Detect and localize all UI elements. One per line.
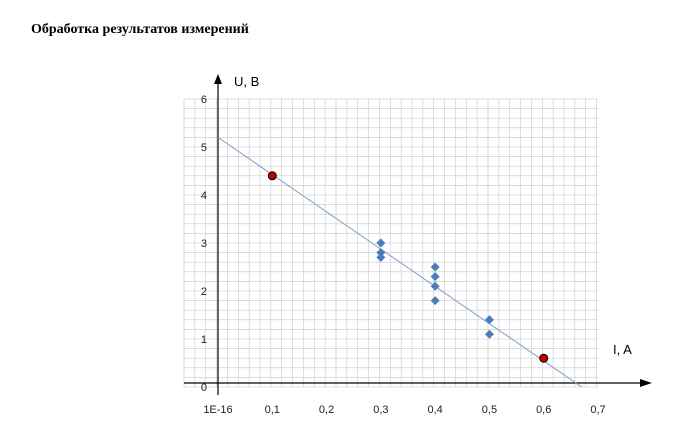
data-point (484, 329, 494, 339)
y-tick-label: 4 (201, 190, 207, 202)
y-tick-label: 0 (201, 382, 207, 394)
trendline-layer (217, 136, 582, 388)
data-point (430, 272, 440, 282)
tick-labels: 0 1 2 3 4 5 6 1E-16 0,1 0,2 0,3 0,4 0,5 0,6 0,7 (201, 94, 606, 416)
x-axis-label: I, A (613, 342, 632, 357)
data-point (430, 262, 440, 272)
x-tick-label: 0,7 (590, 404, 605, 416)
data-point (376, 252, 386, 262)
x-tick-label: 0,4 (427, 404, 442, 416)
y-tick-label: 6 (201, 94, 207, 106)
x-tick-label: 0,3 (373, 404, 388, 416)
data-point (484, 315, 494, 325)
data-point (430, 281, 440, 291)
y-tick-label: 2 (201, 286, 207, 298)
grid (183, 72, 598, 388)
axes (184, 74, 652, 395)
x-tick-label: 1E-16 (203, 404, 232, 416)
y-tick-label: 5 (201, 142, 207, 154)
x-tick-label: 0,1 (265, 404, 280, 416)
ylabel-backdrop (226, 72, 278, 98)
highlight-point (267, 171, 277, 181)
points-layer (267, 171, 549, 363)
x-tick-label: 0,2 (319, 404, 334, 416)
x-axis-arrow (640, 379, 652, 387)
page-heading: Обработка результатов измерений (31, 22, 249, 37)
y-axis-label: U, B (234, 74, 259, 89)
x-tick-label: 0,6 (536, 404, 551, 416)
trendline (217, 136, 582, 388)
x-tick-label: 0,5 (482, 404, 497, 416)
data-point (376, 248, 386, 258)
y-tick-label: 1 (201, 334, 207, 346)
y-axis-arrow (214, 74, 222, 84)
y-tick-label: 3 (201, 238, 207, 250)
data-point (430, 296, 440, 306)
data-point (376, 238, 386, 248)
highlight-point (539, 353, 549, 363)
